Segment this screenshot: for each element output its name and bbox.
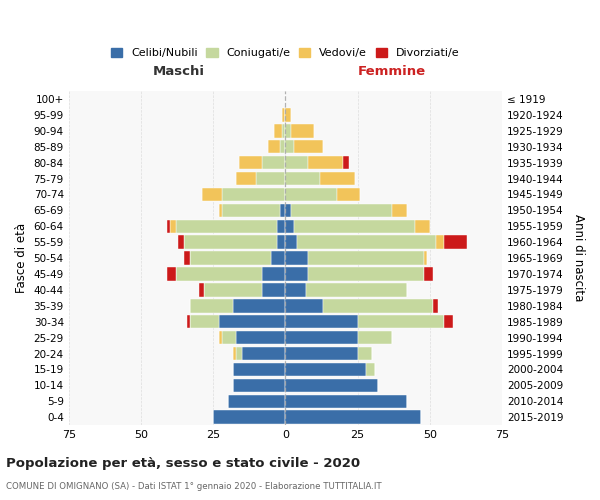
Bar (236, 331, 286, 344)
Bar (187, 315, 190, 328)
Bar (176, 220, 277, 233)
Bar (444, 315, 453, 328)
Legend: Celibi/Nubili, Coniugati/e, Vedovi/e, Divorziati/e: Celibi/Nubili, Coniugati/e, Vedovi/e, Di… (107, 43, 464, 62)
Bar (184, 236, 277, 249)
Bar (286, 283, 305, 296)
Bar (202, 188, 222, 201)
Bar (286, 410, 421, 424)
Bar (170, 220, 176, 233)
Bar (277, 220, 286, 233)
Bar (283, 108, 286, 122)
Bar (286, 331, 358, 344)
Text: Popolazione per età, sesso e stato civile - 2020: Popolazione per età, sesso e stato civil… (6, 458, 360, 470)
Bar (219, 331, 222, 344)
Bar (308, 267, 424, 281)
Bar (320, 172, 355, 186)
Bar (286, 188, 337, 201)
Bar (236, 347, 242, 360)
Bar (358, 315, 444, 328)
Bar (222, 331, 236, 344)
Bar (436, 236, 444, 249)
Bar (283, 124, 286, 138)
Bar (199, 283, 205, 296)
Bar (286, 267, 308, 281)
Bar (286, 252, 308, 265)
Bar (219, 204, 222, 217)
Bar (286, 172, 320, 186)
Bar (308, 156, 343, 170)
Bar (190, 299, 233, 312)
Bar (286, 362, 366, 376)
Bar (262, 283, 286, 296)
Bar (256, 172, 286, 186)
Bar (337, 188, 361, 201)
Bar (286, 220, 294, 233)
Bar (286, 108, 291, 122)
Y-axis label: Fasce di età: Fasce di età (15, 223, 28, 293)
Bar (286, 140, 294, 153)
Bar (233, 299, 286, 312)
Bar (294, 140, 323, 153)
Bar (291, 204, 392, 217)
Bar (178, 236, 184, 249)
Bar (286, 124, 291, 138)
Bar (392, 204, 407, 217)
Bar (205, 283, 262, 296)
Bar (286, 347, 358, 360)
Bar (305, 283, 407, 296)
Bar (323, 299, 433, 312)
Bar (424, 267, 433, 281)
Bar (308, 252, 424, 265)
Bar (286, 378, 378, 392)
Bar (297, 236, 436, 249)
Bar (239, 156, 262, 170)
Text: COMUNE DI OMIGNANO (SA) - Dati ISTAT 1° gennaio 2020 - Elaborazione TUTTITALIA.I: COMUNE DI OMIGNANO (SA) - Dati ISTAT 1° … (6, 482, 382, 491)
Bar (280, 204, 286, 217)
Bar (277, 236, 286, 249)
Bar (233, 378, 286, 392)
Bar (286, 156, 308, 170)
Bar (236, 172, 256, 186)
Bar (167, 220, 170, 233)
Bar (190, 315, 219, 328)
Bar (262, 156, 286, 170)
Bar (286, 204, 291, 217)
Bar (280, 140, 286, 153)
Bar (227, 394, 286, 408)
Bar (242, 347, 286, 360)
Bar (184, 252, 190, 265)
Bar (222, 204, 280, 217)
Bar (294, 220, 415, 233)
Bar (176, 267, 262, 281)
Bar (286, 315, 358, 328)
Bar (415, 220, 430, 233)
Bar (366, 362, 375, 376)
Bar (424, 252, 427, 265)
Bar (291, 124, 314, 138)
Bar (433, 299, 439, 312)
Bar (233, 362, 286, 376)
Bar (358, 331, 392, 344)
Bar (274, 124, 283, 138)
Bar (167, 267, 176, 281)
Bar (262, 267, 286, 281)
Text: Femmine: Femmine (358, 66, 427, 78)
Bar (286, 236, 297, 249)
Bar (190, 252, 271, 265)
Bar (358, 347, 372, 360)
Bar (233, 347, 236, 360)
Bar (286, 299, 323, 312)
Bar (222, 188, 286, 201)
Bar (444, 236, 467, 249)
Bar (213, 410, 286, 424)
Bar (343, 156, 349, 170)
Text: Maschi: Maschi (152, 66, 205, 78)
Bar (219, 315, 286, 328)
Y-axis label: Anni di nascita: Anni di nascita (572, 214, 585, 302)
Bar (286, 394, 407, 408)
Bar (271, 252, 286, 265)
Bar (268, 140, 280, 153)
